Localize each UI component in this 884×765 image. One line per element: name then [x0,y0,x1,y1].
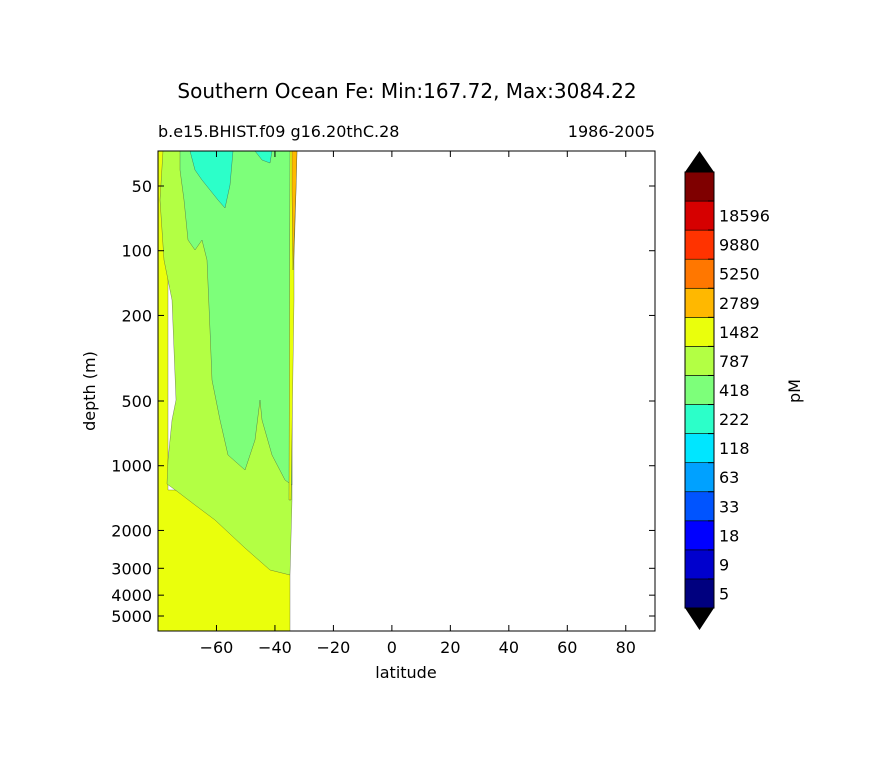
y-tick-label: 3000 [111,559,152,578]
contour-region-2789-5250 [291,151,298,271]
colorbar-tick-label: 18596 [719,207,770,226]
colorbar-tick-label: 5 [719,584,729,603]
x-axis: −60 −40 −20 0 20 40 60 80 [200,151,636,657]
x-tick-label: 60 [557,638,577,657]
colorbar-label: pM [785,379,804,403]
colorbar-segment [684,171,715,202]
colorbar-tick-label: 18 [719,526,739,545]
y-tick-label: 1000 [111,457,152,476]
colorbar-segment [684,462,715,493]
colorbar-tick-label: 63 [719,468,739,487]
colorbar-extend-max [685,151,714,172]
colorbar-segment [684,287,715,318]
colorbar-tick-label: 787 [719,352,750,371]
y-axis-label: depth (m) [80,351,99,431]
y-tick-label: 200 [121,306,152,325]
colorbar-tick-label: 9880 [719,236,760,255]
contour-region-222-418 [189,151,234,209]
x-tick-label: −60 [200,638,234,657]
colorbar-segment [684,258,715,289]
x-tick-label: 40 [499,638,519,657]
colorbar-segment [684,433,715,463]
colorbar-segment [684,229,715,260]
colorbar-segment [684,520,715,551]
colorbar: 5 9 18 33 63 118 222 418 787 1482 2789 5250 9880 1859… [684,151,770,630]
colorbar-tick-label: 2789 [719,294,760,313]
colorbar-tick-label: 9 [719,555,729,574]
colorbar-segment [684,375,715,405]
colorbar-tick-label: 418 [719,381,750,400]
colorbar-segment [684,200,715,231]
x-tick-label: −20 [317,638,351,657]
x-tick-label: 80 [616,638,636,657]
y-tick-label: 500 [121,392,152,411]
colorbar-extend-min [685,608,714,630]
colorbar-tick-label: 222 [719,410,750,429]
y-tick-label: 4000 [111,586,152,605]
colorbar-segment [684,549,715,580]
plot-area [157,150,656,632]
colorbar-tick-label: 118 [719,439,750,458]
y-tick-label: 100 [121,242,152,261]
colorbar-segment [684,346,715,376]
chart-title: Southern Ocean Fe: Min:167.72, Max:3084.… [177,79,636,103]
x-tick-label: −40 [258,638,292,657]
colorbar-segment [684,317,715,347]
contour-region-222-418 [254,151,273,164]
y-tick-label: 2000 [111,521,152,540]
colorbar-segment [684,404,715,434]
x-tick-label: 20 [440,638,460,657]
x-axis-label: latitude [375,663,436,682]
y-axis: 50 100 200 500 1000 2000 3000 4000 5000 [111,177,655,626]
colorbar-segment [684,491,715,522]
colorbar-tick-label: 1482 [719,323,760,342]
colorbar-tick-label: 5250 [719,265,760,284]
x-tick-label: 0 [387,638,397,657]
colorbar-tick-label: 33 [719,497,739,516]
chart-subtitle-right: 1986-2005 [568,122,655,141]
colorbar-segment [684,578,715,609]
y-tick-label: 50 [132,177,152,196]
chart-subtitle-left: b.e15.BHIST.f09 g16.20thC.28 [158,122,399,141]
y-tick-label: 5000 [111,607,152,626]
contour-region-418-787 [179,151,293,486]
